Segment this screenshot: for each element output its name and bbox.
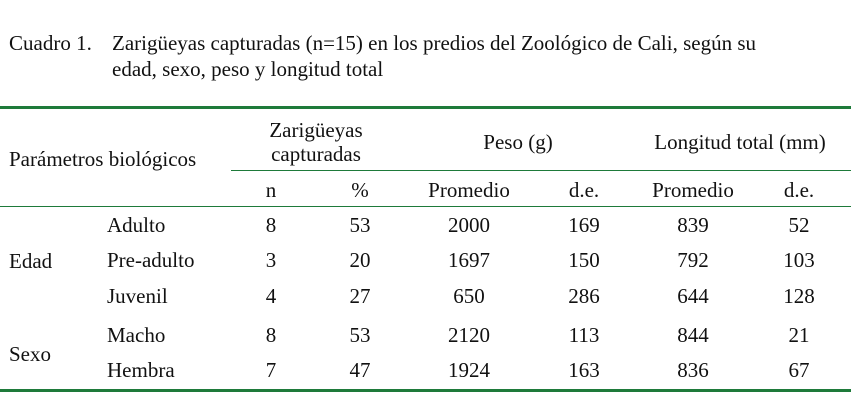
- caption-label: Cuadro 1.: [9, 31, 92, 55]
- cell-n: 4: [265, 284, 277, 308]
- header-n: n: [265, 178, 277, 202]
- row-label: Hembra: [107, 358, 175, 382]
- cell-long-de: 21: [788, 323, 810, 347]
- cell-long-promedio: 839: [677, 213, 709, 237]
- cell-pct: 53: [349, 323, 371, 347]
- header-bottom-rule: [0, 206, 851, 207]
- cell-pct: 20: [349, 248, 371, 272]
- row-label: Pre-adulto: [107, 248, 195, 272]
- cell-peso-promedio: 1924: [448, 358, 490, 382]
- row-label: Adulto: [107, 213, 166, 237]
- cell-long-promedio: 836: [677, 358, 709, 382]
- cell-peso-de: 113: [568, 323, 600, 347]
- cell-long-promedio: 792: [677, 248, 709, 272]
- cell-peso-promedio: 650: [453, 284, 485, 308]
- group-label-sexo: Sexo: [9, 342, 51, 366]
- cell-pct: 53: [349, 213, 371, 237]
- cell-peso-de: 163: [568, 358, 600, 382]
- cell-long-de: 103: [783, 248, 815, 272]
- cell-pct: 47: [349, 358, 371, 382]
- cell-peso-de: 169: [568, 213, 600, 237]
- cell-peso-promedio: 2120: [448, 323, 490, 347]
- table-top-rule: [0, 106, 851, 109]
- cell-peso-promedio: 2000: [448, 213, 490, 237]
- header-de-peso: d.e.: [568, 178, 600, 202]
- cell-pct: 27: [349, 284, 371, 308]
- cell-long-promedio: 844: [677, 323, 709, 347]
- cell-peso-de: 150: [568, 248, 600, 272]
- cell-n: 7: [265, 358, 277, 382]
- cell-n: 3: [265, 248, 277, 272]
- header-promedio-long: Promedio: [652, 178, 734, 202]
- cell-long-de: 128: [783, 284, 815, 308]
- header-pct: %: [351, 178, 369, 202]
- caption-line-1: Zarigüeyas capturadas (n=15) en los pred…: [112, 31, 757, 55]
- group-label-edad: Edad: [9, 249, 53, 273]
- header-capturadas-line2: capturadas: [271, 142, 361, 166]
- header-capturadas-line1: Zarigüeyas: [269, 118, 363, 142]
- row-label: Juvenil: [107, 284, 168, 308]
- cell-n: 8: [265, 323, 277, 347]
- table-bottom-rule: [0, 389, 851, 392]
- header-parametros: Parámetros biológicos: [9, 147, 197, 171]
- cell-long-de: 67: [788, 358, 810, 382]
- header-de-long: d.e.: [783, 178, 815, 202]
- cell-long-de: 52: [788, 213, 810, 237]
- caption-line-2: edad, sexo, peso y longitud total: [112, 57, 384, 81]
- header-promedio-peso: Promedio: [428, 178, 510, 202]
- header-divider: [231, 170, 851, 171]
- row-label: Macho: [107, 323, 166, 347]
- cell-peso-promedio: 1697: [448, 248, 490, 272]
- header-longitud: Longitud total (mm): [654, 130, 826, 154]
- cell-peso-de: 286: [568, 284, 600, 308]
- cell-long-promedio: 644: [677, 284, 709, 308]
- header-peso: Peso (g): [483, 130, 553, 154]
- cell-n: 8: [265, 213, 277, 237]
